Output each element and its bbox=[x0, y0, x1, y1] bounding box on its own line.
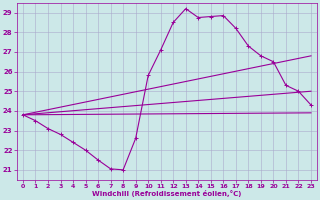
X-axis label: Windchill (Refroidissement éolien,°C): Windchill (Refroidissement éolien,°C) bbox=[92, 190, 242, 197]
